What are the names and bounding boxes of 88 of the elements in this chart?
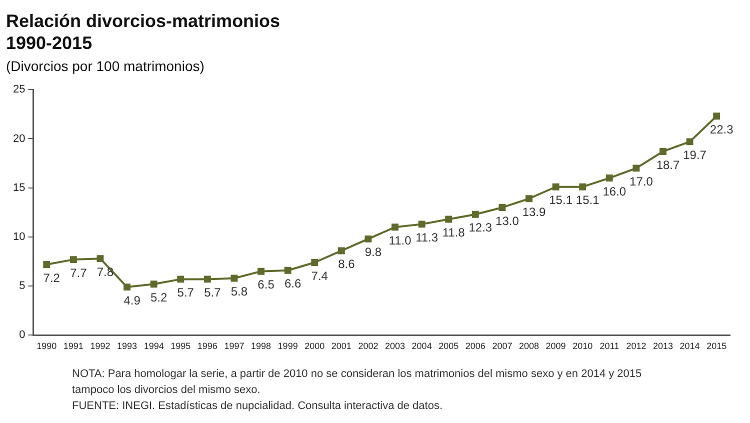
data-label: 5.2 (150, 290, 168, 304)
data-label: 9.8 (364, 245, 382, 260)
point (338, 247, 345, 254)
x-tick-label: 2003 (385, 341, 406, 352)
x-tick-label: 2014 (680, 341, 700, 352)
x-tick-label: 1993 (117, 341, 138, 352)
data-label: 6.5 (258, 278, 275, 292)
data-label: 11.3 (416, 230, 438, 244)
data-label: 5.7 (204, 286, 222, 300)
data-label: 7.7 (70, 266, 88, 280)
data-label: 7.4 (311, 268, 328, 283)
point (311, 259, 318, 266)
point (364, 235, 372, 242)
point (177, 276, 184, 283)
x-tick-label: 2001 (331, 341, 352, 352)
point (660, 148, 666, 155)
data-label: 22.3 (710, 122, 734, 136)
point (258, 268, 264, 275)
point (472, 210, 479, 218)
point (686, 138, 694, 146)
x-tick-label: 1999 (278, 341, 298, 352)
x-tick-label: 2009 (546, 341, 566, 352)
data-label: 5.7 (177, 286, 194, 300)
data-label: 13.0 (496, 214, 520, 228)
point (70, 256, 77, 264)
data-label: 15.1 (549, 193, 573, 208)
point (498, 204, 506, 211)
x-tick-label: 1992 (90, 341, 110, 352)
y-tick-label: 5 (19, 280, 26, 292)
point (445, 216, 452, 223)
x-tick-label: 1996 (197, 341, 218, 352)
data-label: 13.9 (522, 204, 546, 219)
y-tick-label: 20 (12, 132, 26, 145)
data-label: 16.0 (602, 184, 626, 198)
x-tick-label: 2011 (600, 341, 620, 352)
chart-subtitle: (Divorcios por 100 matrimonios) (6, 58, 204, 74)
x-tick-label: 2007 (492, 341, 512, 352)
point (43, 260, 50, 268)
data-label: 12.3 (468, 220, 492, 235)
data-label: 6.6 (284, 276, 302, 291)
chart-title: Relación divorcios-matrimonios 1990-2015 (6, 10, 282, 54)
point (526, 195, 532, 202)
text: NOTA: Para homologar la serie, a partir de 2010 no se consideran los matrimonios del mismo sexo y en 2014 y 2015 tampoco los divorcios del mismo sexo. (72, 367, 643, 398)
x-tick-label: 1997 (224, 341, 244, 352)
data-label: 15.1 (576, 193, 600, 208)
point (150, 280, 158, 288)
x-tick-label: 2015 (706, 341, 727, 352)
point (606, 174, 613, 182)
data-label: 18.7 (656, 158, 680, 172)
x-tick-label: 2012 (626, 341, 646, 352)
x-tick-label: 2006 (465, 341, 486, 352)
x-tick-label: 2002 (358, 341, 378, 352)
point (579, 183, 586, 190)
x-tick-label: 1998 (251, 341, 272, 352)
point (713, 112, 720, 120)
x-tick-label: 2000 (304, 341, 325, 352)
data-label: 7.8 (96, 264, 114, 279)
data-label: 19.7 (683, 148, 707, 162)
x-tick-label: 1995 (170, 341, 191, 352)
data-label: 11.0 (388, 233, 412, 248)
x-tick-label: 2010 (572, 341, 593, 352)
point (284, 266, 292, 274)
data-label: 17.0 (630, 174, 654, 189)
data-label: 8.6 (338, 257, 356, 272)
point (552, 183, 560, 190)
x-tick-label: 2008 (518, 341, 540, 352)
data-label: 5.8 (230, 284, 248, 299)
data-label: 11.8 (442, 226, 466, 240)
point (204, 276, 211, 283)
point (392, 224, 398, 231)
source-note: FUENTE: INEGI. Estadísticas de nupcialidad. Consulta interactiva de datos. (72, 399, 444, 414)
point (418, 220, 426, 228)
x-tick-label: 1990 (36, 341, 57, 352)
point (124, 284, 131, 291)
y-tick-label: 0 (19, 329, 26, 342)
y-tick-label: 15 (12, 182, 26, 194)
x-tick-label: 2005 (438, 341, 459, 352)
point (230, 274, 238, 282)
data-label: 7.2 (43, 270, 60, 285)
point (96, 255, 104, 262)
point (632, 164, 640, 172)
x-tick-label: 2013 (652, 341, 674, 352)
x-tick-label: 1994 (144, 341, 164, 352)
x-tick-label: 1991 (63, 341, 84, 352)
y-tick-label: 25 (12, 84, 26, 96)
y-tick-label: 10 (12, 230, 26, 243)
data-label: 4.9 (124, 293, 141, 308)
x-tick-label: 2004 (412, 341, 432, 352)
